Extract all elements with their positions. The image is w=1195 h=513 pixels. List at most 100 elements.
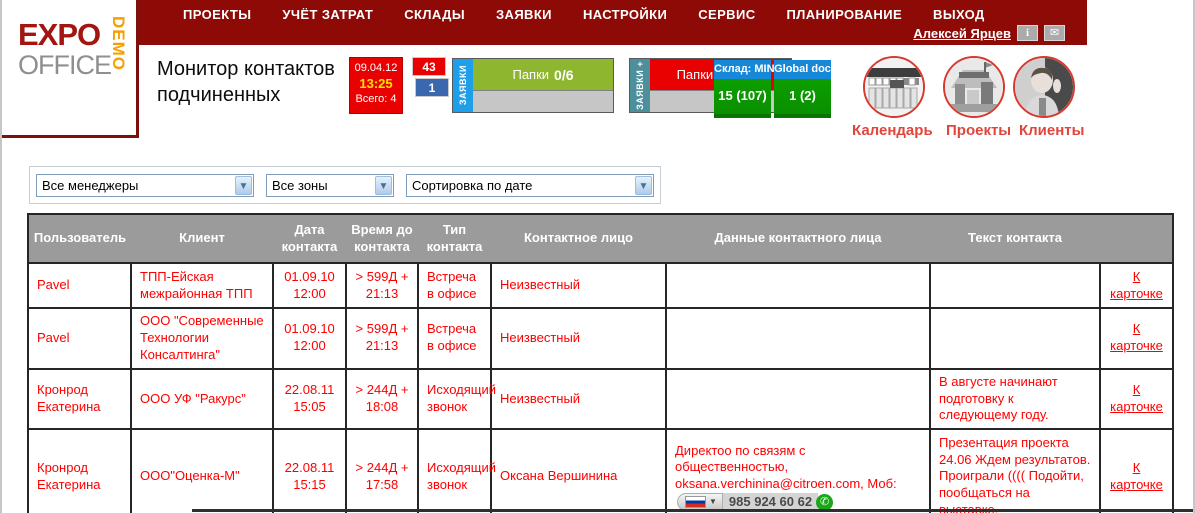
global-doc-box[interactable]: Global doc 1 (2) [774,60,831,118]
country-selector[interactable]: ▼ [677,493,723,512]
contact-time: 15:05 [293,399,326,414]
duration-hours: 21:13 [365,338,399,354]
col-card-link [1100,213,1174,264]
projects-image [945,58,1003,116]
duration-hours: 17:58 [365,476,399,492]
russia-flag-icon [685,496,706,509]
cell-date: 01.09.10 12:00 [272,262,347,309]
card-link[interactable]: К карточке [1110,459,1163,492]
contact-time: 12:00 [293,338,326,354]
calendar-shortcut[interactable] [863,56,925,118]
requests-plus-side-label: ЗАЯВКИ + [635,61,645,110]
col-contact-type: Тип контакта [418,213,491,264]
counter-badge-red[interactable]: 43 [412,57,446,76]
nav-warehouses[interactable]: СКЛАДЫ [404,7,465,22]
stock-min-box[interactable]: Склад: MIN 15 (107) [714,60,775,118]
duration-days: > 244Д + [355,382,409,398]
nav-projects[interactable]: ПРОЕКТЫ [183,7,252,22]
duration-days: > 599Д + [355,321,409,337]
clients-shortcut[interactable] [1013,56,1075,118]
current-user-link[interactable]: Алексей Ярцев [913,25,1011,41]
chevron-down-icon: ▼ [709,496,717,506]
card-link[interactable]: К карточке [1110,382,1163,414]
sort-select[interactable]: Сортировка по дате ▼ [406,173,654,197]
cell-user: Pavel [27,307,132,370]
counter-badge-blue[interactable]: 1 [415,78,449,97]
col-person-details: Данные контактного лица [666,213,930,264]
cell-duration: > 599Д + 21:13 [345,307,419,370]
table-row: Pavel ТПП-Ейская межрайонная ТПП 01.09.1… [27,262,1174,309]
phone-widget: ▼ 985 924 60 62 ✆ [677,493,834,512]
cell-client: ООО"Оценка-М" [130,428,274,513]
phone-number: 985 924 60 62 [722,493,819,512]
cell-type: Исходящий звонок [417,428,496,513]
nav-requests[interactable]: ЗАЯВКИ [495,7,552,22]
requests-side-label: ЗАЯВКИ [458,65,468,106]
nav-service[interactable]: СЕРВИС [698,7,756,22]
call-icon[interactable]: ✆ [816,493,834,511]
logo-demo-text: DEMO [109,16,128,71]
cell-date: 22.08.11 15:15 [272,428,347,513]
cell-client: ООО УФ "Ракурс" [130,367,274,431]
col-contact-text: Текст контакта [930,213,1100,264]
col-time-since: Время до контакта [346,213,418,264]
col-user: Пользователь [27,213,131,264]
table-row: Pavel ООО "Современные Технологии Консал… [27,307,1174,370]
clients-label[interactable]: Клиенты [1019,122,1085,139]
cell-link: К карточке [1099,367,1174,431]
contact-date: 01.09.10 [284,321,335,337]
nav-settings[interactable]: НАСТРОЙКИ [582,7,668,22]
cell-type: Исходящий звонок [417,367,496,431]
cell-text [929,262,1101,309]
folders-header[interactable]: Папки 0/6 [473,59,613,90]
cell-person: Неизвестный [490,262,667,309]
col-contact-date: Дата контакта [273,213,346,264]
cell-client: ООО "Современные Технологии Консалтинга" [130,307,274,370]
logo[interactable]: EXPO OFFICE DEMO [2,0,139,138]
cell-info [665,367,931,431]
main-menu: ПРОЕКТЫ УЧЁТ ЗАТРАТ СКЛАДЫ ЗАЯВКИ НАСТРО… [183,7,985,22]
card-link[interactable]: К карточке [1110,268,1163,301]
mail-icon[interactable]: ✉ [1044,25,1065,41]
card-link[interactable]: К карточке [1110,321,1163,354]
requests-plus-side-tab: ЗАЯВКИ + [630,59,650,112]
table-header-row: Пользователь Клиент Дата контакта Время … [27,213,1174,264]
chevron-down-icon[interactable]: ▼ [635,175,652,195]
managers-select-value: Все менеджеры [42,177,139,193]
logo-expo-text: EXPO [18,17,101,52]
user-area: Алексей Ярцев i ✉ [913,25,1065,41]
chevron-down-icon[interactable]: ▼ [235,175,252,195]
cell-text [929,307,1101,370]
stock-min-header: Склад: MIN [714,60,775,79]
cell-link: К карточке [1099,307,1174,370]
cell-user: Pavel [27,262,132,309]
cell-user: Кронрод Екатерина [27,428,132,513]
info-icon[interactable]: i [1017,25,1038,41]
duration-hours: 18:08 [365,399,399,414]
status-date: 09.04.12 [354,62,398,74]
zones-select[interactable]: Все зоны ▼ [266,173,394,197]
nav-planning[interactable]: ПЛАНИРОВАНИЕ [786,7,903,22]
projects-label[interactable]: Проекты [946,122,1012,139]
cell-duration: > 599Д + 21:13 [345,262,419,309]
contact-date: 01.09.10 [284,268,335,284]
cell-user: Кронрод Екатерина [27,367,132,431]
cell-link: К карточке [1099,262,1174,309]
chevron-down-icon[interactable]: ▼ [375,175,392,195]
cell-type: Встреча в офисе [417,262,492,309]
clients-image [1015,58,1073,116]
nav-cost-accounting[interactable]: УЧЁТ ЗАТРАТ [282,7,374,22]
requests-folders-panel[interactable]: ЗАЯВКИ Папки 0/6 [452,58,614,113]
folders-title: Папки [512,67,550,82]
cell-type: Встреча в офисе [417,307,492,370]
duration-hours: 21:13 [365,285,399,301]
nav-exit[interactable]: ВЫХОД [933,7,985,22]
date-status-box: 09.04.12 13:25 Всего: 4 [349,57,403,114]
status-total: Всего: 4 [355,93,397,105]
calendar-label[interactable]: Календарь [852,122,933,139]
projects-shortcut[interactable] [943,56,1005,118]
cell-info [665,262,931,309]
cell-date: 22.08.11 15:05 [272,367,347,431]
filter-bar: Все менеджеры ▼ Все зоны ▼ Сортировка по… [29,166,661,204]
managers-select[interactable]: Все менеджеры ▼ [36,173,254,197]
